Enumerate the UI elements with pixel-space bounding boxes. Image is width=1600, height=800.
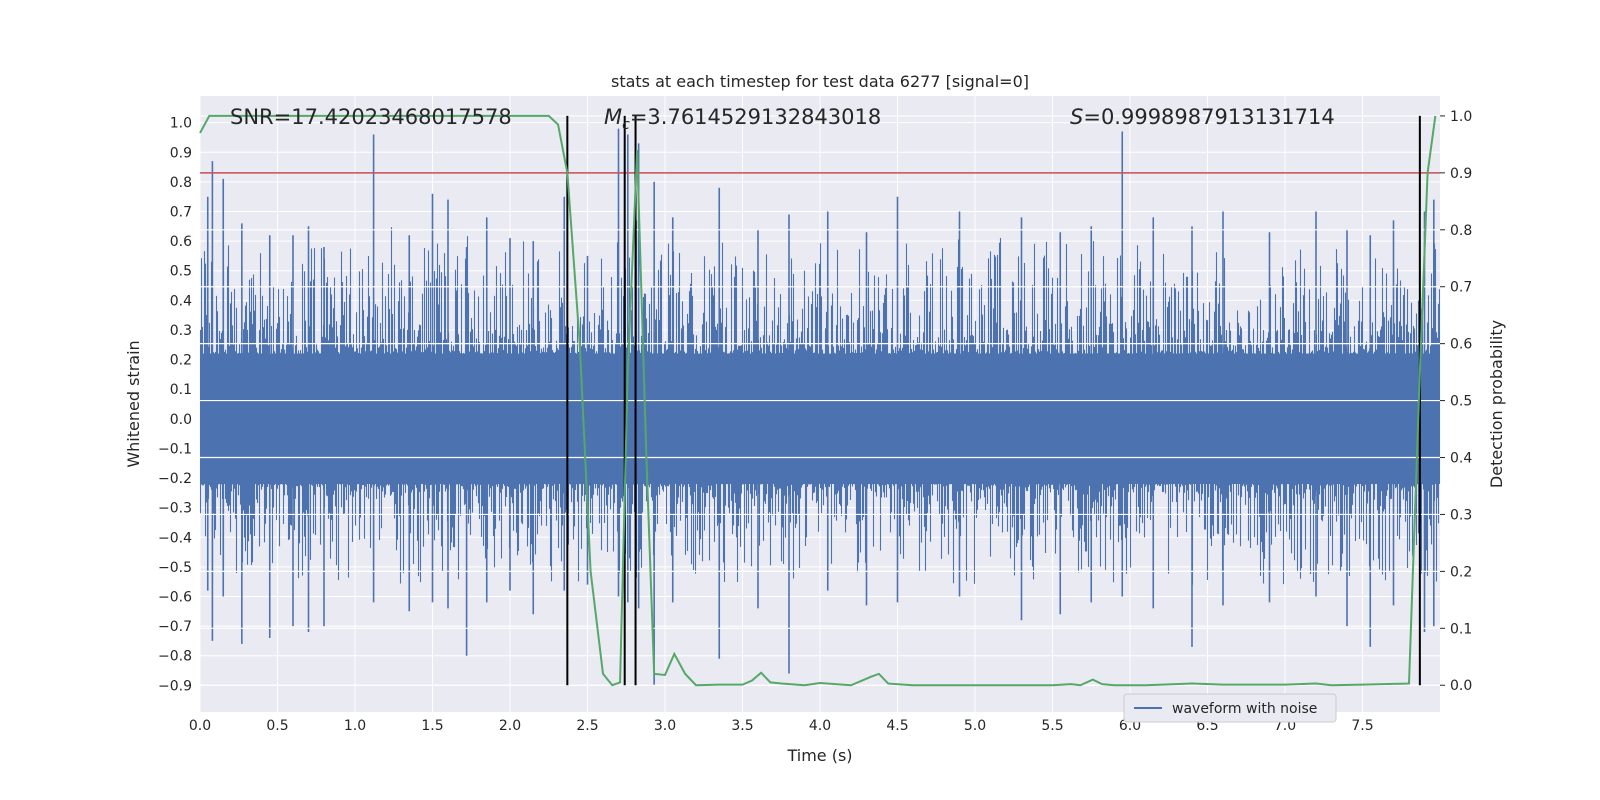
y-right-tick-label-6: 0.6	[1450, 337, 1472, 353]
s-annotation: S=0.9998987913131714	[1070, 105, 1335, 129]
legend-box	[1123, 693, 1337, 723]
y-left-tick-label-12: 0.3	[170, 323, 192, 339]
y-right-tick-label-8: 0.8	[1450, 223, 1472, 239]
y-right-tick-label-0: 0.0	[1450, 678, 1472, 694]
mc-annotation: Mc=3.7614529132843018	[604, 105, 881, 133]
y-left-tick-label-5: −0.4	[158, 530, 192, 546]
x-tick-label-10: 5.0	[964, 718, 986, 734]
y-right-tick-label-5: 0.5	[1450, 394, 1472, 410]
y-left-tick-label-14: 0.5	[170, 264, 192, 280]
y-left-tick-label-6: −0.3	[158, 501, 192, 517]
y-left-tick-label-19: 1.0	[170, 116, 192, 132]
y-left-tick-label-3: −0.6	[158, 590, 192, 606]
y-left-tick-label-4: −0.5	[158, 560, 192, 576]
x-tick-label-3: 1.5	[421, 718, 443, 734]
y-right-tick-label-1: 0.1	[1450, 621, 1472, 637]
x-tick-label-5: 2.5	[576, 718, 598, 734]
chart-title: stats at each timestep for test data 627…	[611, 72, 1029, 91]
x-tick-label-0: 0.0	[189, 718, 211, 734]
y-right-tick-labels: 0.0 0.1 0.2 0.3 0.4 0.5 0.6 0.7 0.8 0.9 1.0	[1440, 109, 1472, 694]
y-left-tick-label-16: 0.7	[170, 205, 192, 221]
x-tick-label-7: 3.5	[731, 718, 753, 734]
x-tick-labels: 0.0 0.5 1.0 1.5 2.0 2.5 3.0 3.5 4.0 4.5 5.0 5.5 6.0 6…	[189, 718, 1374, 734]
y-left-tick-label-15: 0.6	[170, 234, 192, 250]
y-left-tick-label-2: −0.7	[158, 619, 192, 635]
waveform-core	[200, 353, 1440, 484]
y-left-tick-label-8: −0.1	[158, 441, 192, 457]
y-left-axis-label: Whitened strain	[124, 340, 143, 467]
y-left-tick-label-10: 0.1	[170, 382, 192, 398]
x-axis-label: Time (s)	[786, 746, 852, 765]
x-tick-label-4: 2.0	[499, 718, 521, 734]
y-left-tick-label-0: −0.9	[158, 678, 192, 694]
s-value: =0.9998987913131714	[1083, 105, 1334, 129]
y-right-tick-label-7: 0.7	[1450, 280, 1472, 296]
mc-symbol: M	[604, 105, 622, 129]
y-left-tick-label-11: 0.2	[170, 353, 192, 369]
y-left-tick-label-7: −0.2	[158, 471, 192, 487]
mc-subscript: c	[622, 117, 630, 133]
probability-series	[199, 114, 1437, 687]
y-left-tick-label-17: 0.8	[170, 175, 192, 191]
y-right-tick-label-2: 0.2	[1450, 564, 1472, 580]
x-tick-label-8: 4.0	[809, 718, 831, 734]
y-right-axis-label: Detection probability	[1487, 320, 1506, 488]
legend: waveform with noise	[1123, 693, 1337, 723]
y-left-tick-labels: −0.9 −0.8 −0.7 −0.6 −0.5 −0.4 −0.3 −0.2 −0.1 0.0 0…	[158, 116, 192, 695]
y-right-tick-label-10: 1.0	[1450, 109, 1472, 125]
mc-value: =3.7614529132843018	[630, 105, 881, 129]
legend-entry-waveform: waveform with noise	[1172, 701, 1317, 717]
x-tick-label-9: 4.5	[886, 718, 908, 734]
y-left-tick-label-18: 0.9	[170, 145, 192, 161]
probability-line	[199, 114, 1437, 687]
s-symbol: S	[1070, 105, 1083, 129]
y-left-tick-label-1: −0.8	[158, 649, 192, 665]
waveform-series	[199, 115, 1441, 686]
snr-annotation: SNR=17.42023468017578	[230, 105, 512, 129]
y-left-tick-label-13: 0.4	[170, 293, 192, 309]
x-tick-label-2: 1.0	[344, 718, 366, 734]
x-tick-label-11: 5.5	[1041, 718, 1063, 734]
x-tick-label-1: 0.5	[266, 718, 288, 734]
y-right-tick-label-3: 0.3	[1450, 507, 1472, 523]
y-right-tick-label-4: 0.4	[1450, 451, 1472, 467]
y-left-tick-label-9: 0.0	[170, 412, 192, 428]
x-tick-label-15: 7.5	[1351, 718, 1373, 734]
y-right-tick-label-9: 0.9	[1450, 166, 1472, 182]
x-tick-label-6: 3.0	[654, 718, 676, 734]
